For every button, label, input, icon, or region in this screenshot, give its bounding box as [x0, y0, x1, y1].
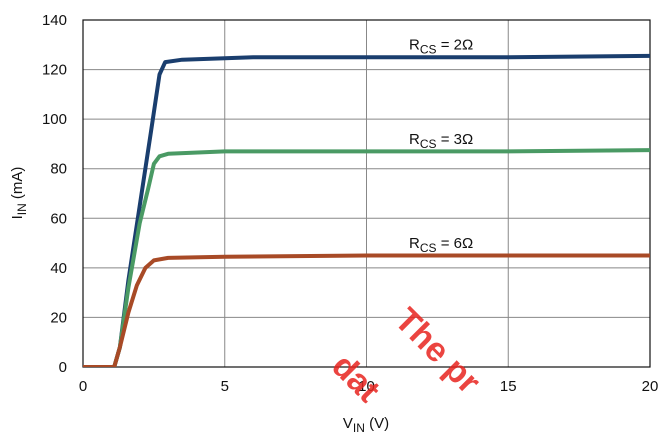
- y-tick-label: 120: [42, 62, 67, 79]
- y-tick-label: 40: [50, 260, 67, 277]
- watermark-line-2: dat: [324, 347, 387, 410]
- series-labels: RCS = 2Ω RCS = 3Ω RCS = 6Ω: [409, 37, 473, 255]
- y-tick-label: 60: [50, 210, 67, 227]
- x-tick-label: 0: [79, 378, 87, 395]
- series-lines: [83, 53, 650, 367]
- grid: [83, 20, 650, 367]
- series-label-1: RCS = 2Ω: [409, 37, 473, 57]
- plot-frame: [82, 19, 651, 368]
- x-axis-label: VIN (V): [343, 415, 389, 435]
- x-tick-label: 15: [500, 378, 517, 395]
- series-line-3: [83, 253, 650, 367]
- x-tick-label: 5: [221, 378, 229, 395]
- watermark-line-1: The pr: [387, 301, 487, 401]
- x-tick-label: 20: [642, 378, 659, 395]
- y-tick-label: 20: [50, 309, 67, 326]
- y-axis-label: IIN (mA): [9, 167, 29, 220]
- axes: [82, 19, 651, 368]
- series-label-3: RCS = 6Ω: [409, 235, 473, 255]
- tick-labels: 0 5 10 15 20 0 20 40 60 80 100 120 140: [42, 12, 658, 395]
- y-tick-label: 0: [59, 359, 67, 376]
- y-tick-label: 140: [42, 12, 67, 29]
- series-label-2: RCS = 3Ω: [409, 131, 473, 151]
- x-tick-label: 10: [358, 378, 375, 395]
- y-tick-label: 100: [42, 111, 67, 128]
- y-tick-label: 80: [50, 161, 67, 178]
